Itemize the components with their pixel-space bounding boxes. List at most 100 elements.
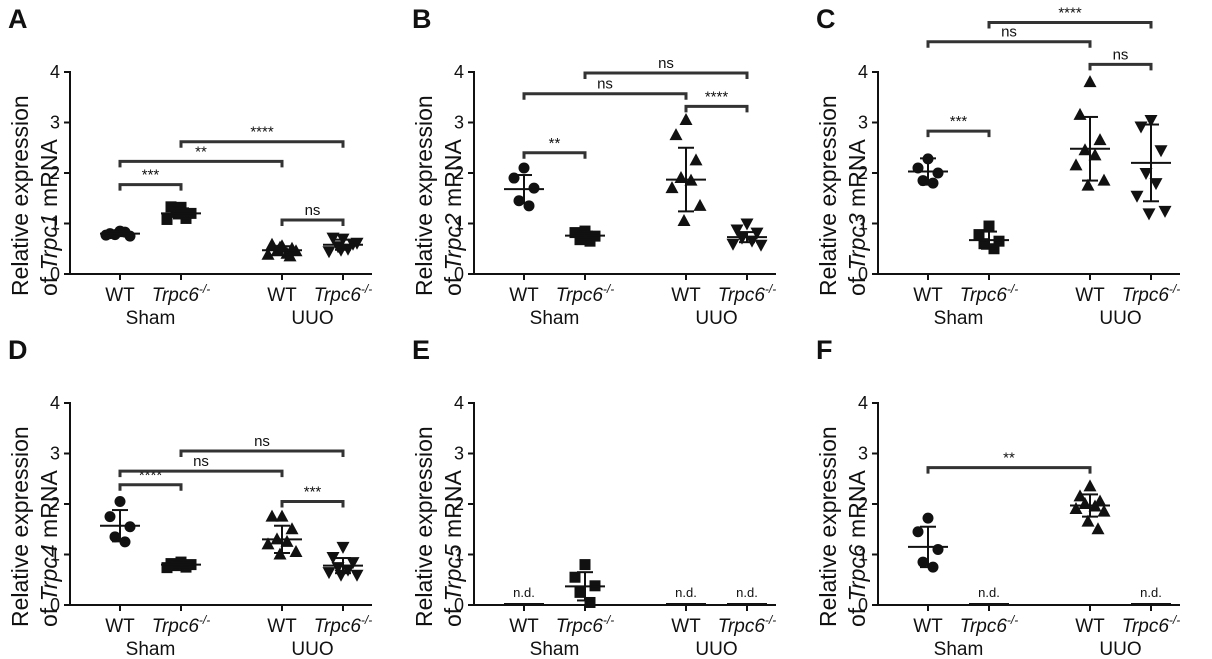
significance-bracket: *** [926, 113, 991, 138]
data-point [124, 521, 136, 533]
data-point [1158, 205, 1172, 218]
y-tick-label: 1 [454, 214, 464, 234]
data-point [932, 543, 944, 555]
x-category-label: WT [1075, 616, 1105, 637]
category-superscript: -/- [361, 282, 372, 296]
y-label-gene: Trpc6 [844, 544, 870, 601]
panel-b: B Relative expression of Trpc2 mRNA 0 1 2 3 4 WT… [404, 0, 808, 329]
panel-c: C Relative expression of Trpc3 mRNA 0 1 2 3 4 WT… [808, 0, 1212, 329]
data-point [740, 218, 754, 231]
data-point [983, 220, 995, 232]
series-2 [261, 509, 303, 560]
y-tick-label: 2 [858, 163, 868, 183]
data-point [1144, 114, 1158, 127]
y-tick-label: 1 [858, 545, 868, 565]
y-tick-label: 4 [50, 393, 60, 413]
y-label-of: of [844, 601, 870, 627]
y-axis-label-line2: of Trpc6 mRNA [844, 470, 870, 627]
x-category-label: Trpc6-/- [960, 282, 1019, 306]
data-point [518, 162, 530, 174]
y-label-suffix: mRNA [440, 470, 466, 545]
bracket-line [522, 151, 587, 159]
data-point [1073, 107, 1087, 120]
group-label-uuo: UUO [291, 639, 333, 659]
significance-label: **** [250, 124, 274, 141]
significance-bracket: ns [118, 453, 284, 478]
data-point [170, 206, 182, 218]
y-tick-label: 4 [454, 62, 464, 82]
y-label-of: of [440, 601, 466, 627]
y-tick-label: 0 [454, 595, 464, 615]
data-point [161, 213, 173, 225]
data-point [334, 244, 348, 257]
category-gene: Trpc6 [960, 285, 1008, 306]
significance-bracket: *** [118, 167, 183, 191]
group-label-uuo: UUO [695, 639, 737, 659]
x-category-label: WT [509, 285, 539, 306]
group-label-sham: Sham [126, 639, 176, 659]
y-axis-label-line1: Relative expression [411, 426, 437, 627]
group-label-sham: Sham [530, 639, 580, 659]
data-point [265, 509, 279, 522]
y-tick-label: 2 [454, 163, 464, 183]
data-point [584, 235, 596, 247]
category-gene: Trpc6 [718, 616, 766, 637]
data-point [261, 247, 275, 260]
category-gene: Trpc6 [1122, 285, 1170, 306]
data-point [912, 526, 924, 538]
data-point [1139, 168, 1153, 180]
y-tick-label: 0 [454, 264, 464, 284]
series-0 [504, 162, 544, 212]
significance-bracket: **** [684, 88, 749, 113]
data-point [289, 544, 303, 557]
data-point [100, 229, 112, 241]
y-tick-label: 4 [454, 393, 464, 413]
y-axis-label-line1: Relative expression [815, 426, 841, 627]
data-point [261, 537, 275, 550]
data-point [665, 181, 679, 194]
significance-label: ns [658, 55, 674, 72]
panel-letter: A [8, 4, 28, 34]
panel-a: A Relative expression of Trpc1 mRNA 0 1 2 3 4 WT… [0, 0, 404, 329]
significance-label: ** [195, 143, 207, 160]
y-axis-label-line2: of Trpc1 mRNA [36, 139, 62, 296]
y-tick-label: 3 [454, 113, 464, 133]
data-point [513, 195, 525, 207]
x-category-label: Trpc6-/- [314, 282, 373, 306]
data-point [350, 569, 364, 582]
bracket-line [926, 129, 991, 138]
category-gene: Trpc6 [152, 285, 200, 306]
data-point [322, 246, 336, 259]
data-point [1083, 479, 1097, 492]
x-category-label: Trpc6-/- [718, 613, 777, 637]
y-axis-label-line2: of Trpc4 mRNA [36, 470, 62, 627]
series-2: n.d. [666, 585, 706, 605]
x-category-label: WT [671, 285, 701, 306]
data-point [917, 556, 929, 568]
category-superscript: -/- [361, 613, 372, 627]
bracket-line [179, 449, 345, 457]
category-superscript: -/- [199, 282, 210, 296]
y-label-gene: Trpc1 [36, 213, 62, 270]
nd-label: n.d. [513, 585, 535, 600]
significance-bracket: ns [522, 76, 688, 100]
y-tick-label: 4 [858, 393, 868, 413]
nd-label: n.d. [736, 585, 758, 600]
data-point [104, 511, 116, 523]
y-tick-label: 3 [50, 113, 60, 133]
data-point [275, 509, 289, 522]
x-category-label: Trpc6-/- [1122, 282, 1181, 306]
data-point [922, 512, 934, 524]
nd-label: n.d. [1140, 585, 1162, 600]
group-label-sham: Sham [934, 308, 984, 329]
significance-bracket: **** [179, 124, 345, 148]
y-label-of: of [844, 270, 870, 296]
y-axis-label: Relative expression of Trpc4 mRNA [7, 426, 62, 627]
data-point [689, 153, 703, 166]
y-tick-label: 0 [50, 264, 60, 284]
y-tick-label: 4 [858, 62, 868, 82]
data-point [283, 249, 297, 262]
y-axis-label-line2: of Trpc3 mRNA [844, 139, 870, 296]
data-point [523, 200, 535, 212]
